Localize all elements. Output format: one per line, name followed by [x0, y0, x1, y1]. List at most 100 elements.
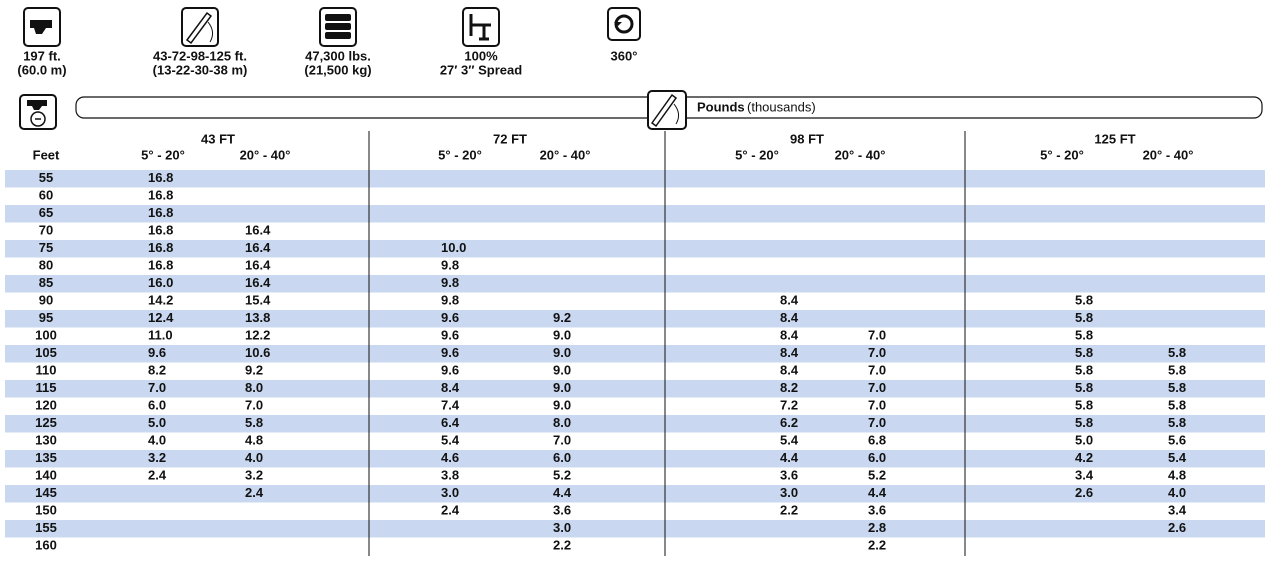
value-cell: 9.6	[441, 310, 459, 325]
value-cell: 2.6	[1075, 485, 1093, 500]
value-cell: 9.8	[441, 258, 459, 273]
value-cell: 3.0	[553, 520, 571, 535]
value-cell: 16.8	[148, 205, 173, 220]
value-cell: 3.6	[780, 468, 798, 483]
value-cell: 3.2	[148, 450, 166, 465]
feet-cell: 120	[35, 398, 57, 413]
value-cell: 8.0	[553, 415, 571, 430]
value-cell: 5.2	[553, 468, 571, 483]
value-cell: 2.4	[245, 485, 264, 500]
value-cell: 16.4	[245, 258, 271, 273]
sub-header: 20° - 40°	[835, 147, 886, 162]
value-cell: 7.0	[868, 328, 886, 343]
value-cell: 4.0	[245, 450, 263, 465]
value-cell: 2.4	[441, 503, 460, 518]
value-cell: 5.4	[780, 433, 799, 448]
value-cell: 8.4	[441, 380, 460, 395]
value-cell: 10.0	[441, 240, 466, 255]
value-cell: 2.2	[868, 538, 886, 553]
value-cell: 12.2	[245, 328, 270, 343]
value-cell: 16.8	[148, 240, 173, 255]
row-stripe	[5, 450, 1265, 468]
row-stripe	[5, 345, 1265, 363]
icon-jib-small	[647, 90, 687, 130]
value-cell: 6.8	[868, 433, 886, 448]
value-cell: 5.8	[1075, 363, 1093, 378]
value-cell: 9.6	[441, 363, 459, 378]
value-cell: 16.8	[148, 223, 173, 238]
feet-cell: 135	[35, 450, 57, 465]
icon-rotation	[607, 7, 641, 41]
row-stripe	[5, 380, 1265, 398]
sub-header: 5° - 20°	[735, 147, 779, 162]
feet-cell: 95	[39, 310, 53, 325]
value-cell: 8.4	[780, 363, 799, 378]
group-header: 43 FT	[201, 131, 235, 146]
value-cell: 11.0	[148, 328, 173, 343]
value-cell: 5.8	[245, 415, 263, 430]
feet-cell: 110	[36, 363, 57, 378]
value-cell: 5.8	[1075, 345, 1093, 360]
feet-cell: 70	[39, 223, 53, 238]
value-cell: 5.8	[1075, 415, 1093, 430]
sub-header: 20° - 40°	[1143, 147, 1194, 162]
value-cell: 14.2	[148, 293, 173, 308]
icon-counterweight	[319, 7, 357, 47]
feet-cell: 60	[39, 188, 53, 203]
sub-header: 5° - 20°	[438, 147, 482, 162]
spec-line2: (13-22-30-38 m)	[153, 62, 248, 77]
value-cell: 3.8	[441, 468, 459, 483]
sub-header: 5° - 20°	[1040, 147, 1084, 162]
value-cell: 2.6	[1168, 520, 1186, 535]
value-cell: 7.0	[868, 380, 886, 395]
row-stripe	[5, 205, 1265, 223]
value-cell: 12.4	[148, 310, 174, 325]
row-stripe	[5, 240, 1265, 258]
value-cell: 7.0	[553, 433, 571, 448]
spec-line1: 360°	[611, 48, 638, 63]
value-cell: 9.2	[553, 310, 571, 325]
value-cell: 3.0	[780, 485, 798, 500]
value-cell: 5.8	[1075, 310, 1093, 325]
value-cell: 3.0	[441, 485, 459, 500]
spec-line1: 197 ft.	[23, 48, 61, 63]
value-cell: 16.4	[245, 275, 271, 290]
feet-cell: 150	[35, 503, 57, 518]
value-cell: 16.0	[148, 275, 173, 290]
spec-line1: 100%	[464, 48, 498, 63]
value-cell: 8.4	[780, 293, 799, 308]
row-stripe	[5, 170, 1265, 188]
feet-cell: 125	[35, 415, 57, 430]
value-cell: 5.8	[1168, 415, 1186, 430]
value-cell: 2.8	[868, 520, 886, 535]
icon-jib	[181, 7, 219, 47]
value-cell: 9.0	[553, 363, 571, 378]
value-cell: 5.4	[441, 433, 460, 448]
value-cell: 4.4	[780, 450, 799, 465]
bar-label-rest: (thousands)	[747, 99, 816, 114]
value-cell: 5.8	[1075, 380, 1093, 395]
value-cell: 9.2	[245, 363, 263, 378]
value-cell: 16.4	[245, 223, 271, 238]
spec-line2: 27′ 3″ Spread	[440, 62, 522, 77]
value-cell: 8.4	[780, 328, 799, 343]
value-cell: 8.0	[245, 380, 263, 395]
value-cell: 13.8	[245, 310, 270, 325]
value-cell: 16.8	[148, 170, 173, 185]
feet-cell: 85	[39, 275, 53, 290]
bar-label-bold: Pounds	[697, 99, 745, 114]
value-cell: 8.2	[148, 363, 166, 378]
value-cell: 7.0	[868, 415, 886, 430]
value-cell: 4.0	[1168, 485, 1186, 500]
value-cell: 4.8	[1168, 468, 1186, 483]
value-cell: 16.8	[148, 258, 173, 273]
row-stripe	[5, 485, 1265, 503]
value-cell: 9.0	[553, 328, 571, 343]
value-cell: 9.8	[441, 275, 459, 290]
value-cell: 16.8	[148, 188, 173, 203]
spec-line2: (60.0 m)	[17, 62, 66, 77]
value-cell: 9.0	[553, 380, 571, 395]
value-cell: 5.4	[1168, 450, 1187, 465]
value-cell: 3.4	[1075, 468, 1094, 483]
value-cell: 3.4	[1168, 503, 1187, 518]
